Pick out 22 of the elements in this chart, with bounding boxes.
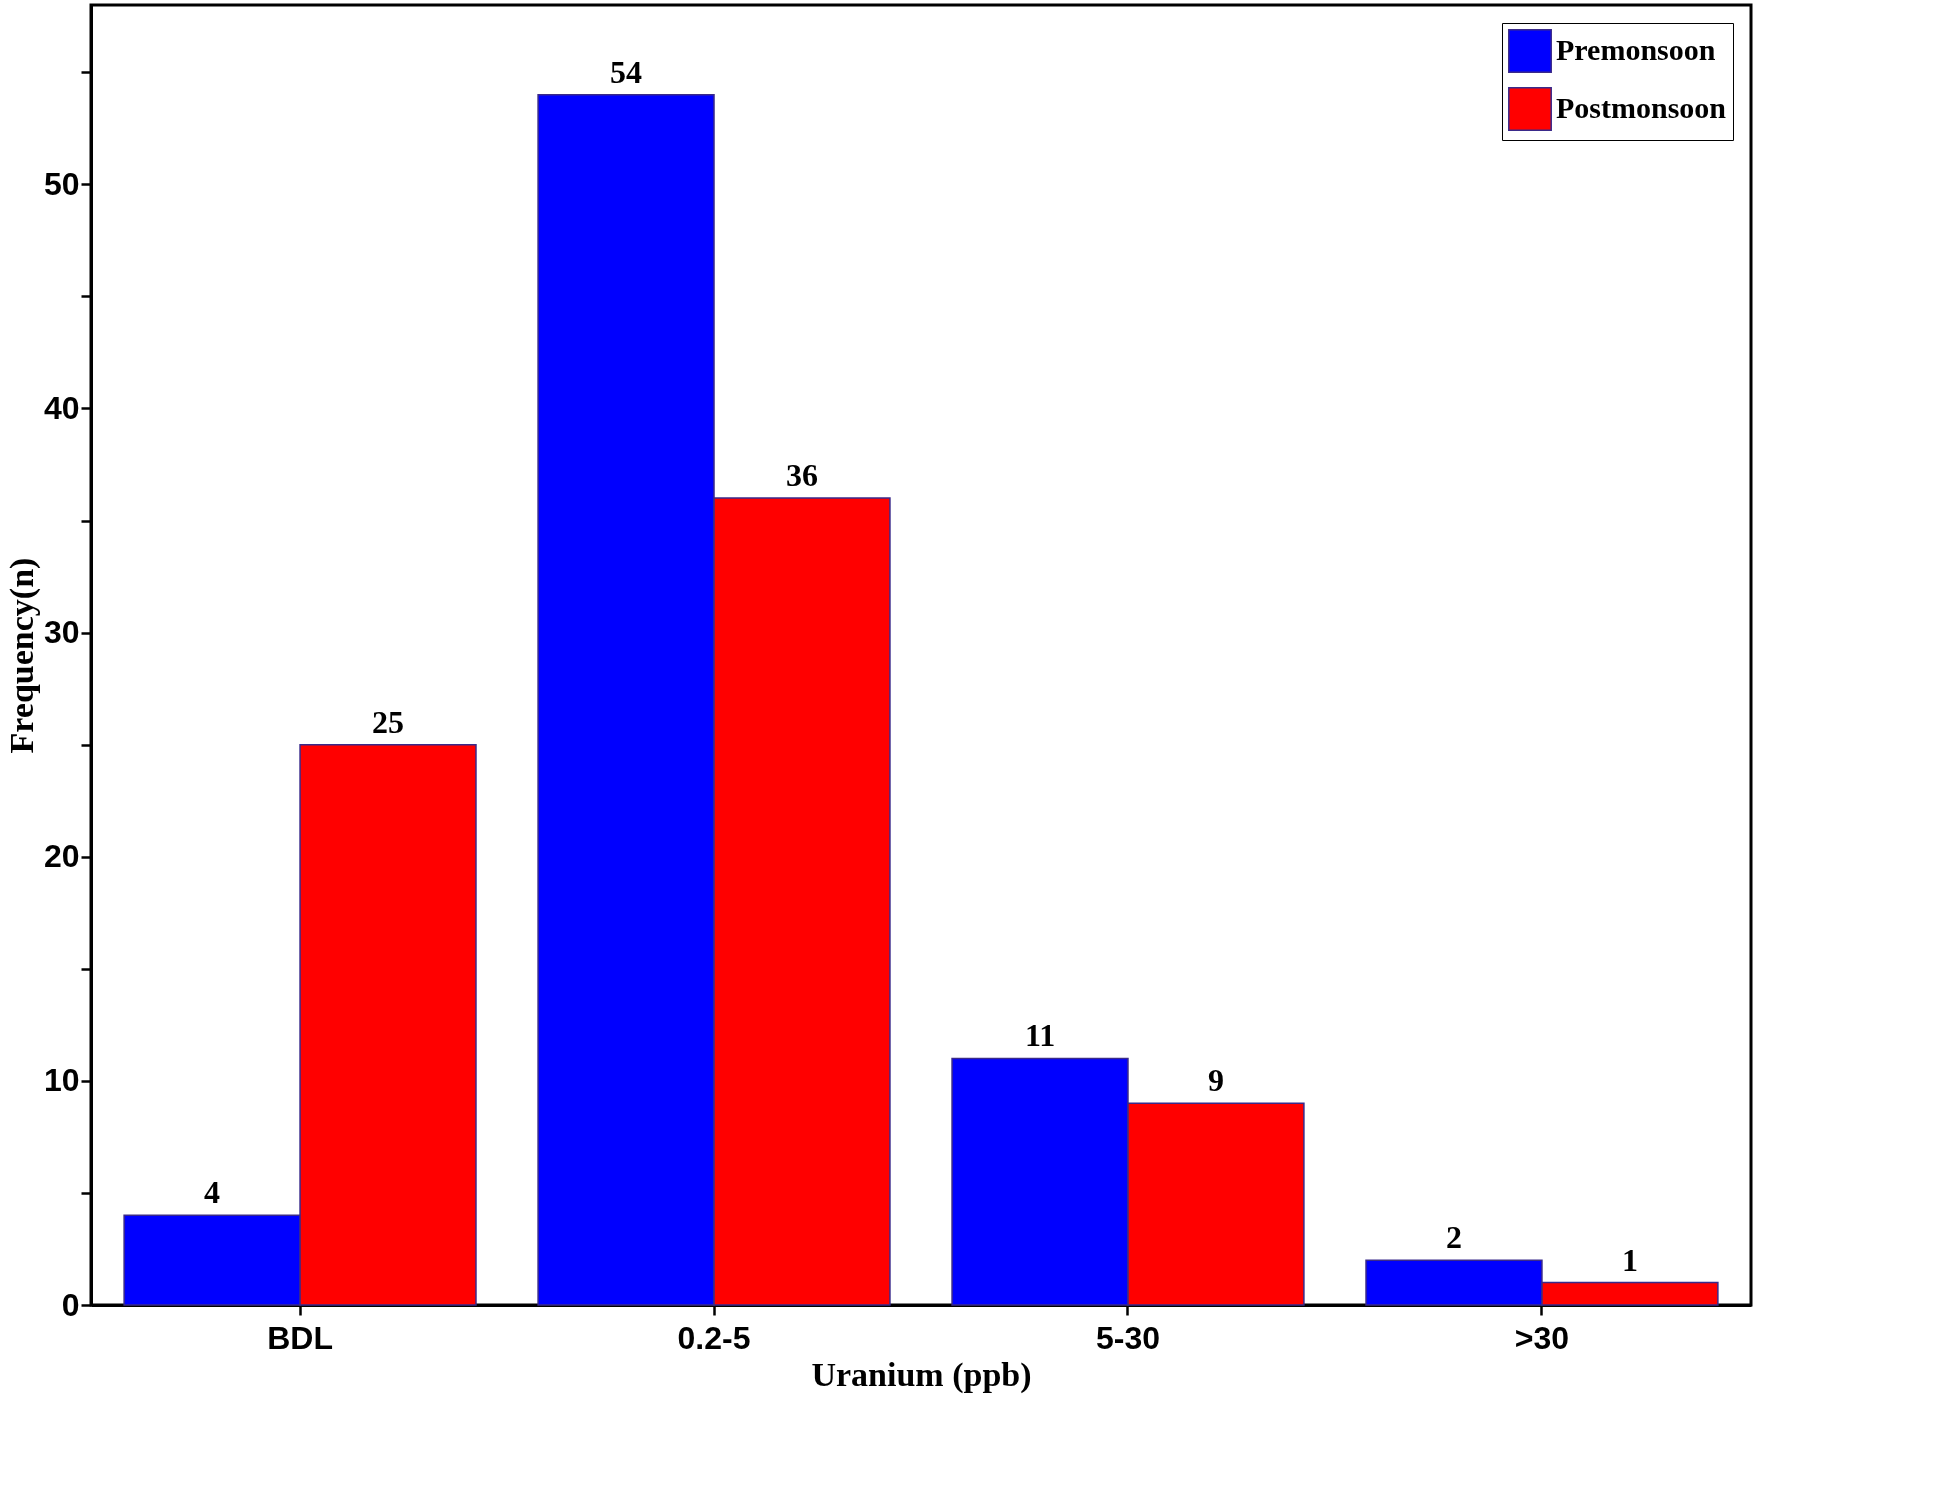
legend-label: Postmonsoon xyxy=(1556,91,1727,124)
y-tick-label: 30 xyxy=(43,614,80,651)
data-label: 36 xyxy=(785,457,818,494)
y-tick-label: 50 xyxy=(43,165,80,202)
data-label: 1 xyxy=(1621,1241,1638,1278)
data-label: 54 xyxy=(610,53,643,90)
data-label: 9 xyxy=(1207,1062,1224,1099)
data-label: 25 xyxy=(372,703,405,740)
x-axis-title: Uranium (ppb) xyxy=(811,1355,1032,1394)
x-tick-label: BDL xyxy=(267,1319,333,1356)
data-label: 2 xyxy=(1445,1219,1462,1256)
y-tick-label: 40 xyxy=(43,389,80,426)
y-tick-label: 20 xyxy=(43,838,80,875)
y-axis-title: Frequency(n) xyxy=(2,557,41,754)
y-tick-label: 10 xyxy=(43,1062,80,1099)
y-tick-label: 0 xyxy=(61,1286,80,1323)
legend-label: Premonsoon xyxy=(1556,33,1716,66)
data-label: 11 xyxy=(1024,1017,1056,1054)
x-tick-label: >30 xyxy=(1514,1319,1570,1356)
data-label: 4 xyxy=(204,1174,221,1211)
x-tick-label: 5-30 xyxy=(1095,1319,1161,1356)
x-tick-label: 0.2-5 xyxy=(677,1319,751,1356)
